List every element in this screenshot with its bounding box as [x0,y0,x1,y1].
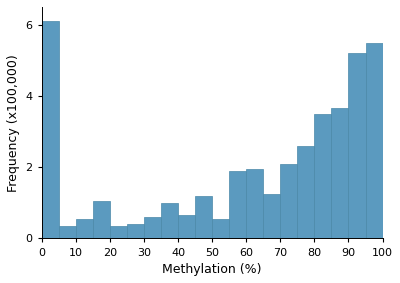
Bar [59,226,76,239]
Bar [314,114,332,239]
Bar [297,146,314,239]
Bar [212,219,229,239]
X-axis label: Methylation (%): Methylation (%) [162,263,262,276]
Bar [42,21,59,239]
Bar [332,108,348,239]
Bar [161,203,178,239]
Bar [348,53,366,239]
Bar [229,171,246,239]
Bar [246,169,263,239]
Y-axis label: Frequency (x100,000): Frequency (x100,000) [7,54,20,192]
Bar [263,194,280,239]
Bar [93,201,110,239]
Bar [127,224,144,239]
Bar [195,196,212,239]
Bar [110,226,127,239]
Bar [366,42,382,239]
Bar [144,217,161,239]
Bar [280,164,297,239]
Bar [76,219,93,239]
Bar [178,215,195,239]
